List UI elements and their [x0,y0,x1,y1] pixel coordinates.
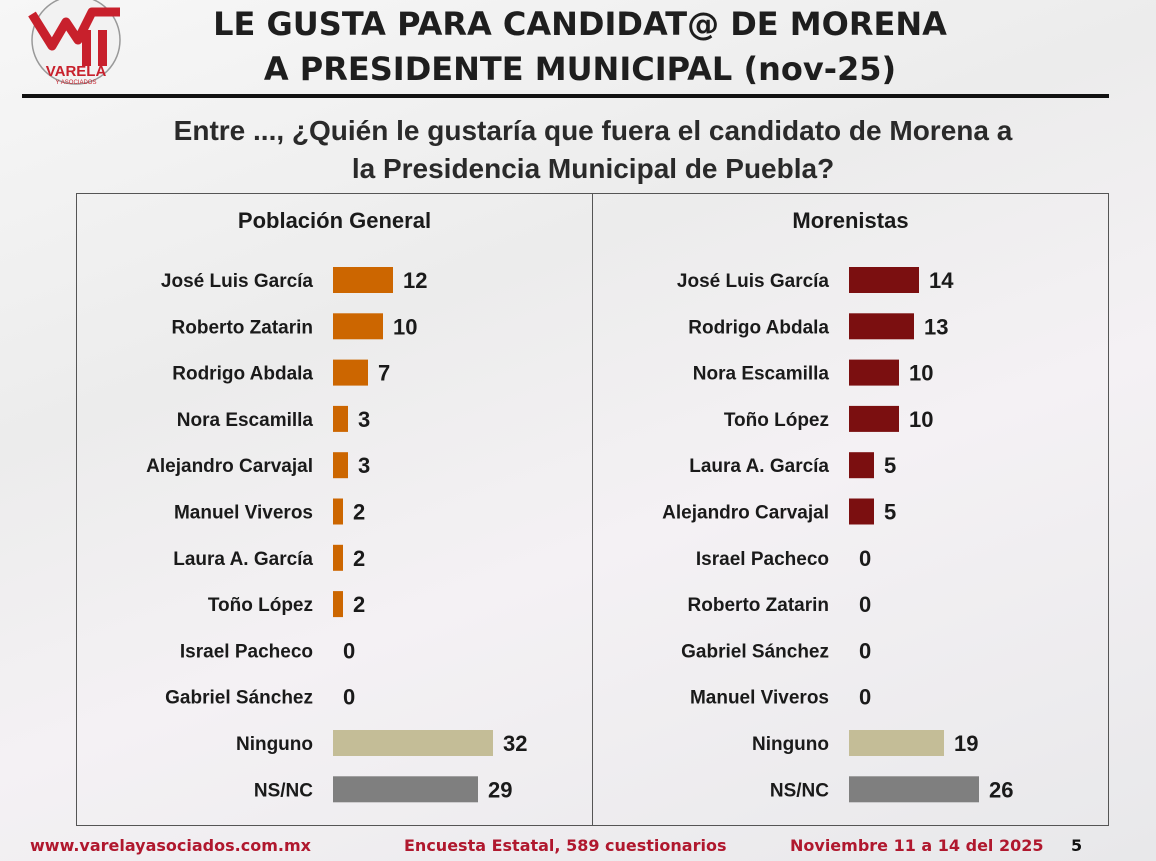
category-label-jose-luis-garcia: José Luis García [161,271,314,292]
data-label-nora-escamilla: 3 [358,407,370,432]
data-label-alejandro-carvajal: 3 [358,453,370,478]
category-label-tono-lopez: Toño López [724,410,829,431]
page-number: 5 [1071,836,1083,855]
category-label-gabriel-sanchez: Gabriel Sánchez [165,688,313,709]
data-label-jose-luis-garcia: 14 [929,268,954,293]
data-label-israel-pacheco: 0 [859,546,871,571]
bar-rodrigo-abdala [849,313,914,340]
data-label-ns-nc: 26 [989,777,1013,802]
data-label-laura-a-garcia: 2 [353,546,365,571]
data-label-israel-pacheco: 0 [343,638,355,663]
bar-roberto-zatarin [333,313,383,340]
data-label-ns-nc: 29 [488,777,512,802]
bar-nora-escamilla [849,359,899,386]
bar-alejandro-carvajal [849,498,874,525]
category-label-alejandro-carvajal: Alejandro Carvajal [662,503,829,524]
bar-rodrigo-abdala [333,359,368,386]
charts-frame: Población General José Luis García 12 Robe… [76,193,1109,826]
data-label-roberto-zatarin: 0 [859,592,871,617]
category-label-ninguno: Ninguno [236,734,313,755]
bar-ns-nc [333,776,478,803]
footer-dates: Noviembre 11 a 14 del 2025 [790,836,1044,855]
data-label-tono-lopez: 2 [353,592,365,617]
data-label-laura-a-garcia: 5 [884,453,896,478]
data-label-jose-luis-garcia: 12 [403,268,427,293]
bar-ns-nc [849,776,979,803]
data-label-ninguno: 19 [954,731,978,756]
bars-morenistas: José Luis García 14 Rodrigo Abdala 13 Nora E… [662,267,1013,803]
bar-nora-escamilla [333,405,348,432]
chart-title-poblacion-general: Población General [237,208,432,233]
category-label-ns-nc: NS/NC [254,780,313,801]
footer-website[interactable]: www.varelayasociados.com.mx [30,836,311,855]
category-label-gabriel-sanchez: Gabriel Sánchez [681,641,829,662]
chart-poblacion-general: Población General José Luis García 12 Robe… [77,194,592,825]
survey-question-line2: la Presidencia Municipal de Puebla? [351,153,835,184]
survey-question: Entre ..., ¿Quién le gustaría que fuera … [60,112,1126,188]
category-label-alejandro-carvajal: Alejandro Carvajal [146,456,313,477]
bar-ninguno [333,730,493,756]
bar-alejandro-carvajal [333,452,348,479]
category-label-rodrigo-abdala: Rodrigo Abdala [172,364,313,385]
bar-manuel-viveros [333,498,343,525]
data-label-tono-lopez: 10 [909,407,933,432]
data-label-roberto-zatarin: 10 [393,314,417,339]
category-label-tono-lopez: Toño López [208,595,313,616]
data-label-gabriel-sanchez: 0 [859,638,871,663]
chart-title-morenistas: Morenistas [792,208,909,233]
category-label-jose-luis-garcia: José Luis García [677,271,830,292]
bar-ninguno [849,730,944,756]
page-title: LE GUSTA PARA CANDIDAT@ DE MORENA A PRES… [140,2,1020,92]
category-label-roberto-zatarin: Roberto Zatarin [172,317,313,338]
page-title-line1: LE GUSTA PARA CANDIDAT@ DE MORENA [213,5,947,43]
category-label-israel-pacheco: Israel Pacheco [696,549,829,570]
bar-laura-a-garcia [333,544,343,571]
data-label-manuel-viveros: 0 [859,685,871,710]
bar-jose-luis-garcia [333,267,393,293]
category-label-laura-a-garcia: Laura A. García [689,456,829,477]
data-label-rodrigo-abdala: 13 [924,314,948,339]
data-label-gabriel-sanchez: 0 [343,685,355,710]
category-label-nora-escamilla: Nora Escamilla [177,410,314,431]
data-label-rodrigo-abdala: 7 [378,361,390,386]
bars-poblacion-general: José Luis García 12 Roberto Zatarin 10 Rodri… [146,267,527,803]
category-label-manuel-viveros: Manuel Viveros [690,688,829,709]
bar-laura-a-garcia [849,452,874,479]
category-label-ninguno: Ninguno [752,734,829,755]
survey-question-line1: Entre ..., ¿Quién le gustaría que fuera … [173,115,1013,146]
logo-text: VARELA [46,63,107,80]
category-label-ns-nc: NS/NC [770,780,829,801]
category-label-roberto-zatarin: Roberto Zatarin [688,595,829,616]
category-label-nora-escamilla: Nora Escamilla [693,364,830,385]
varela-logo: VARELA Y ASOCIADOS [28,0,121,86]
data-label-nora-escamilla: 10 [909,361,933,386]
bar-tono-lopez [849,405,899,432]
data-label-manuel-viveros: 2 [353,500,365,525]
data-label-alejandro-carvajal: 5 [884,500,896,525]
title-divider [22,94,1109,98]
footer-survey-info: Encuesta Estatal, 589 cuestionarios [404,836,727,855]
category-label-rodrigo-abdala: Rodrigo Abdala [688,317,829,338]
panel-divider [592,194,593,825]
category-label-israel-pacheco: Israel Pacheco [180,641,313,662]
category-label-laura-a-garcia: Laura A. García [173,549,313,570]
chart-morenistas: Morenistas José Luis García 14 Rodrigo Abd… [593,194,1108,825]
bar-jose-luis-garcia [849,267,919,293]
logo-subtext: Y ASOCIADOS [56,80,97,86]
data-label-ninguno: 32 [503,731,527,756]
category-label-manuel-viveros: Manuel Viveros [174,503,313,524]
page-title-line2: A PRESIDENTE MUNICIPAL (nov-25) [263,50,897,88]
bar-tono-lopez [333,591,343,618]
